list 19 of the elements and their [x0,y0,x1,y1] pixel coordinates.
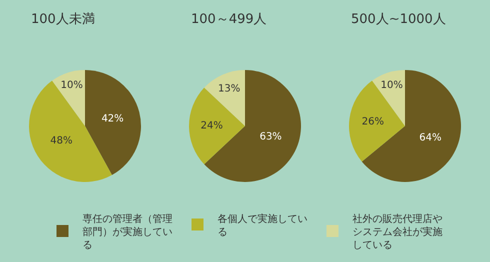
data-label: 13% [218,84,240,95]
chart-title: 500人~1000人 [351,12,446,27]
data-label: 42% [101,113,124,124]
legend-label: 社外の販売代理店やシステム会社が実施している [352,212,442,251]
data-label: 26% [362,116,384,128]
pie-slice [362,70,461,182]
data-label: 24% [200,120,223,132]
data-label: 48% [50,135,72,146]
data-label: 10% [380,80,403,91]
legend-label: 各個人で実施している [218,212,308,238]
data-label: 10% [60,80,83,91]
chart-title: 100人未満 [31,12,95,27]
data-label: 63% [260,132,282,143]
pie-slice [52,70,85,126]
data-label: 64% [419,132,442,144]
chart-title: 100～499人 [191,12,267,27]
legend-label: 専任の管理者（管理部門）が実施している [82,212,172,251]
pie-slice [349,80,405,162]
pie-slice [85,70,141,176]
